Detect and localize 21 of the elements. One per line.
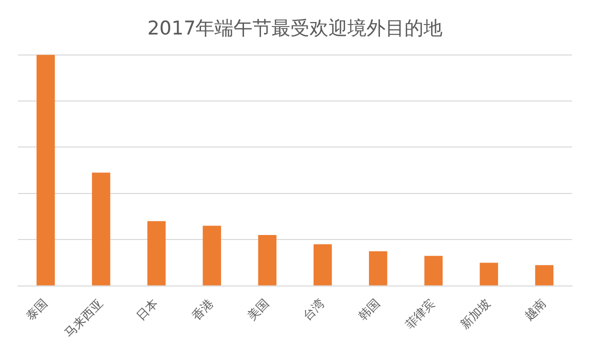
x-tick-label: 马来西亚 — [62, 296, 106, 340]
x-tick-label: 泰国 — [23, 296, 50, 324]
bar — [202, 226, 222, 286]
bar — [36, 54, 55, 286]
bar — [92, 172, 110, 286]
bar — [535, 265, 554, 286]
x-tick-label: 越南 — [522, 296, 549, 324]
bar — [147, 221, 166, 286]
bar — [424, 256, 443, 286]
x-tick-label: 台湾 — [300, 296, 328, 324]
x-tick-label: 香港 — [189, 296, 216, 324]
chart-title: 2017年端午节最受欢迎境外目的地 — [147, 17, 443, 40]
x-tick-label: 新加坡 — [458, 296, 494, 332]
bar — [314, 244, 332, 286]
x-tick-label: 美国 — [244, 296, 272, 324]
bar — [368, 251, 388, 286]
x-tick-label: 菲律宾 — [402, 296, 438, 332]
x-tick-label: 韩国 — [356, 296, 382, 324]
bar — [258, 235, 276, 286]
bar — [480, 262, 498, 286]
x-tick-label: 日本 — [134, 296, 161, 324]
